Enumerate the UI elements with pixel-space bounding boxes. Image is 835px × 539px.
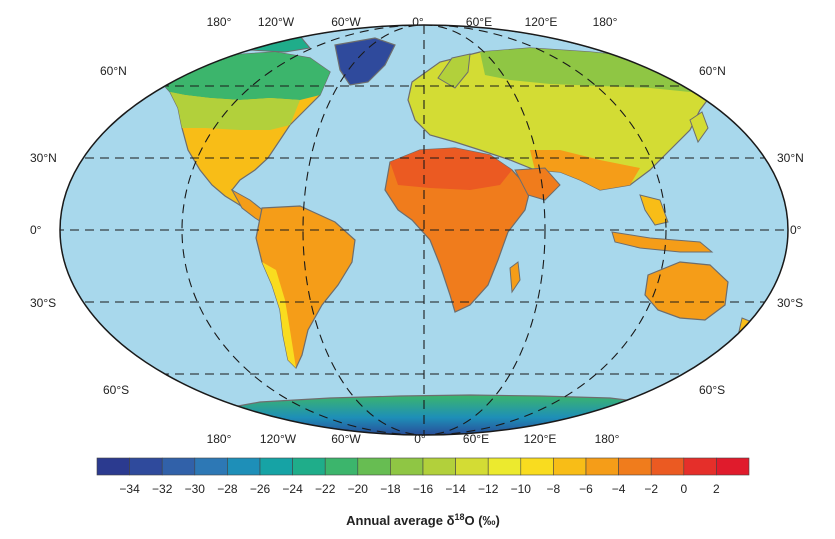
colorbar-swatch: [455, 457, 489, 476]
colorbar-swatch: [585, 457, 619, 476]
lat-label-right: 0°: [790, 223, 802, 237]
lon-label-top: 0°: [412, 15, 424, 29]
colorbar-swatch: [357, 457, 391, 476]
north-america-mid-band: [170, 92, 300, 130]
japan-landmass: [689, 111, 709, 144]
colorbar-tick-label: −4: [612, 482, 626, 496]
lon-label-top: 180°: [593, 15, 618, 29]
lat-label-right: 60°N: [699, 64, 726, 78]
lon-label-bottom: 120°E: [524, 432, 557, 446]
colorbar-tick-label: −22: [315, 482, 336, 496]
colorbar-tick-label: −8: [547, 482, 561, 496]
lon-label-top: 120°W: [258, 15, 295, 29]
lat-label-right: 30°S: [777, 296, 803, 310]
madagascar-landmass: [509, 261, 521, 294]
colorbar-swatch: [227, 457, 261, 476]
colorbar-swatch: [553, 457, 587, 476]
colorbar-swatch: [520, 457, 554, 476]
latitude-labels-left: 60°N 30°N 0° 30°S 60°S: [30, 64, 129, 397]
colorbar-swatch: [422, 457, 456, 476]
lon-label-bottom: 180°: [207, 432, 232, 446]
lon-label-top: 60°E: [466, 15, 492, 29]
greenland-landmass: [334, 37, 396, 86]
colorbar-swatch: [716, 457, 750, 476]
colorbar-swatch: [129, 457, 163, 476]
lon-label-bottom: 0°: [414, 432, 426, 446]
colorbar-tick-label: −20: [348, 482, 369, 496]
lon-label-bottom: 120°W: [260, 432, 297, 446]
colorbar-tick-label: −6: [579, 482, 593, 496]
indonesia-landmass: [611, 231, 714, 253]
landmasses: [148, 31, 753, 435]
colorbar-tick-labels: −34 −32 −30 −28 −26 −24 −22 −20 −18 −16 −14 −12 −10−…: [119, 482, 720, 496]
lon-label-top: 60°W: [331, 15, 361, 29]
lat-label-left: 60°S: [103, 383, 129, 397]
colorbar-swatch: [259, 457, 293, 476]
colorbar-swatch: [487, 457, 522, 476]
colorbar-tick-label: −12: [478, 482, 499, 496]
south-america-landmass: [255, 205, 356, 370]
lat-label-left: 0°: [30, 223, 42, 237]
lon-label-bottom: 180°: [595, 432, 620, 446]
colorbar-tick-label: −32: [152, 482, 173, 496]
lat-label-right: 60°S: [699, 383, 725, 397]
colorbar-tick-label: −14: [445, 482, 466, 496]
australia-landmass: [644, 261, 729, 321]
colorbar-tick-label: −28: [217, 482, 238, 496]
colorbar-tick-label: −16: [413, 482, 434, 496]
colorbar-tick-label: −10: [511, 482, 532, 496]
siberia-band: [480, 48, 715, 92]
colorbar-swatch: [194, 457, 228, 476]
colorbar-title-suffix: O (‰): [464, 513, 499, 528]
colorbar-swatch: [96, 457, 130, 476]
colorbar-tick-label: −34: [119, 482, 140, 496]
south-asia-band: [530, 150, 640, 190]
colorbar-title-prefix: Annual average δ: [346, 513, 454, 528]
longitude-labels-top: 180° 120°W 60°W 0° 60°E 120°E 180°: [207, 15, 618, 29]
colorbar-swatch: [618, 457, 652, 476]
arabia-landmass: [514, 167, 561, 201]
colorbar-swatch: [161, 457, 196, 476]
meridian-line: [302, 25, 546, 435]
andes-band: [262, 262, 296, 368]
colorbar-tick-label: −26: [250, 482, 271, 496]
lon-label-top: 120°E: [525, 15, 558, 29]
colorbar: [96, 457, 750, 476]
colorbar-swatch: [324, 457, 359, 476]
lat-label-left: 30°N: [30, 151, 57, 165]
longitude-labels-bottom: 180° 120°W 60°W 0° 60°E 120°E 180°: [207, 432, 620, 446]
colorbar-tick-label: 2: [713, 482, 720, 496]
colorbar-swatch: [650, 457, 685, 476]
colorbar-title: Annual average δ18O (‰): [346, 512, 500, 528]
colorbar-swatch: [390, 457, 424, 476]
latitude-labels-right: 60°N 30°N 0° 30°S 60°S: [699, 64, 804, 397]
globe-outline: [59, 24, 789, 436]
lon-label-bottom: 60°E: [463, 432, 489, 446]
colorbar-tick-label: −24: [282, 482, 303, 496]
meridian-line: [181, 25, 667, 435]
lon-label-bottom: 60°W: [331, 432, 361, 446]
colorbar-swatch: [683, 457, 717, 476]
colorbar-tick-label: −30: [185, 482, 206, 496]
arctic-islands: [213, 31, 311, 53]
north-america-north-band: [150, 52, 330, 100]
graticule: [60, 25, 788, 435]
colorbar-tick-label: −18: [380, 482, 401, 496]
southeast-asia-landmass: [639, 194, 669, 226]
lat-label-left: 30°S: [30, 296, 56, 310]
lat-label-left: 60°N: [100, 64, 127, 78]
colorbar-title-superscript: 18: [454, 512, 464, 522]
colorbar-tick-label: 0: [680, 482, 687, 496]
colorbar-swatch: [292, 457, 326, 476]
lon-label-top: 180°: [207, 15, 232, 29]
colorbar-tick-label: −2: [644, 482, 658, 496]
lat-label-right: 30°N: [777, 151, 804, 165]
